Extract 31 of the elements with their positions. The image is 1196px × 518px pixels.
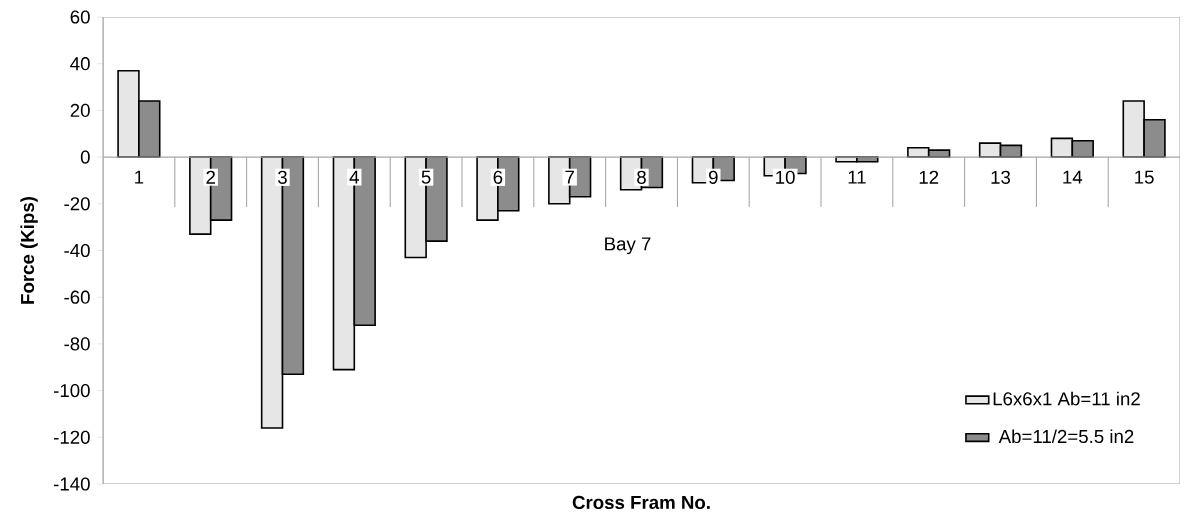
y-tick-label: -60 [64,290,90,304]
legend-label: L6x6x1 Ab=11 in2 [993,391,1140,406]
y-tick-label: -80 [64,337,90,351]
y-tick-label: 20 [70,103,90,118]
x-tick-label: 1 [135,170,144,184]
y-tick-label: -40 [64,243,90,258]
x-tick-label: 2 [206,170,215,184]
x-tick-label: 14 [1063,170,1083,184]
y-tick-label: 40 [70,57,90,71]
y-tick-label: -120 [53,430,90,444]
x-tick-label: 3 [278,170,287,184]
x-tick-label: 10 [776,170,795,184]
x-tick-label: 13 [991,170,1011,184]
y-tick-label: -140 [53,477,90,491]
x-tick-label: 11 [848,170,866,184]
x-tick-label: 6 [493,170,503,184]
x-tick-label: 8 [637,170,646,184]
x-axis-title: Cross Fram No. [572,495,710,510]
x-tick-label: 9 [708,170,718,184]
x-tick-label: 15 [1135,170,1154,184]
x-tick-label: 5 [421,170,431,184]
y-tick-label: -100 [53,383,90,398]
x-tick-label: 12 [919,170,939,184]
y-tick-label: -20 [64,197,90,211]
y-tick-label: 60 [70,10,90,24]
x-tick-label: 7 [565,170,574,184]
y-tick-label: 0 [80,150,90,164]
annotation: Bay 7 [605,237,651,255]
x-tick-label: 4 [349,170,359,184]
legend-label: Ab=11/2=5.5 in2 [998,429,1134,444]
y-axis-title: Force (Kips) [20,196,38,304]
